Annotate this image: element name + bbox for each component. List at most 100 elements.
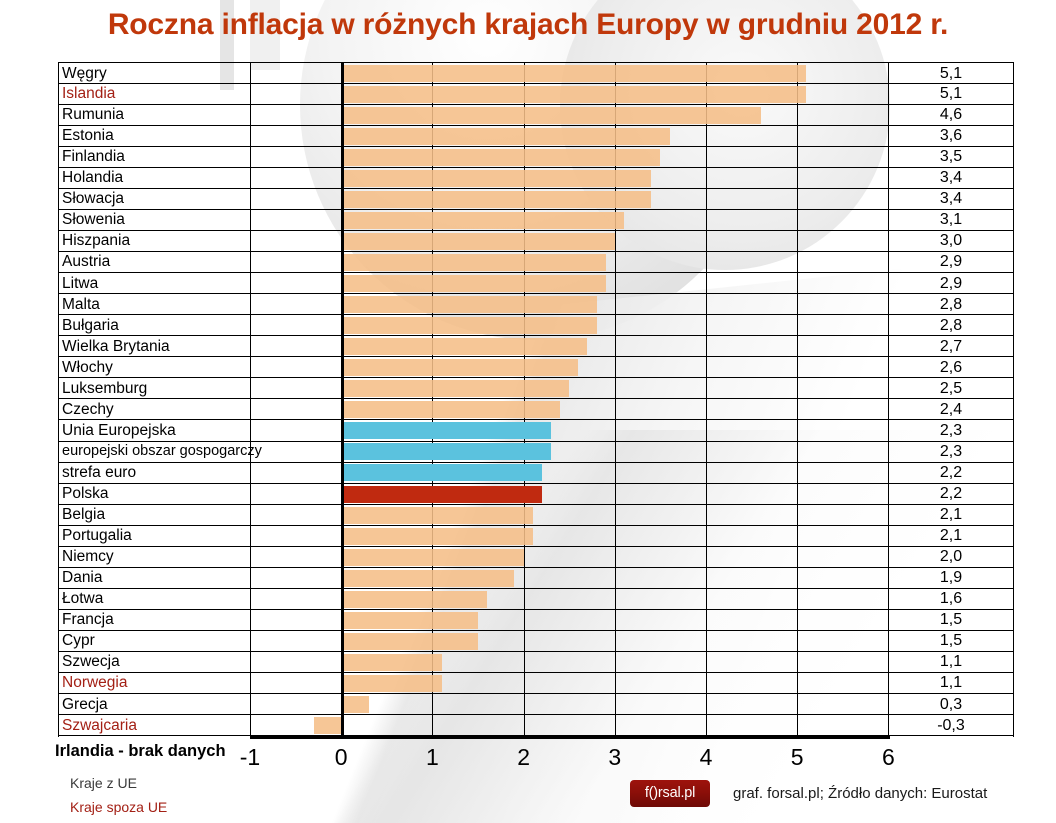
value-label: 3,4 — [939, 169, 963, 187]
country-label: Belgia — [62, 506, 106, 524]
forsal-logo-text: f()rsal.pl — [644, 785, 696, 801]
legend-item-eu: Kraje z UE — [70, 775, 137, 791]
value-column-separator — [888, 62, 889, 737]
value-label: 2,7 — [939, 337, 963, 355]
bar-default — [341, 611, 478, 629]
forsal-logo[interactable]: f()rsal.pl — [630, 780, 710, 807]
value-label: 5,1 — [939, 85, 963, 103]
country-label: Holandia — [62, 169, 124, 187]
country-label: Austria — [62, 253, 111, 271]
bar-default — [341, 359, 579, 377]
country-label: Szwajcaria — [62, 716, 137, 734]
country-label: Rumunia — [62, 106, 125, 124]
country-label: Cypr — [62, 632, 95, 650]
value-label: 3,5 — [939, 148, 963, 166]
source-credit: graf. forsal.pl; Źródło danych: Eurostat — [733, 785, 988, 802]
value-label: 2,1 — [939, 527, 963, 545]
value-label: 1,9 — [939, 569, 963, 587]
bar-default — [341, 106, 761, 124]
bar-default — [341, 569, 515, 587]
bar-default — [341, 674, 442, 692]
bar-default — [341, 148, 661, 166]
bar-chart: Węgry 5,1 Islandia 5,1 Rumunia 4,6 Estonia 3,6 F… — [58, 62, 1014, 770]
bar-default — [341, 653, 442, 671]
country-label: Estonia — [62, 127, 114, 145]
bar-blue — [341, 443, 551, 461]
gridline-5 — [797, 62, 799, 737]
bar-default — [341, 211, 624, 229]
x-tick-label: 5 — [790, 744, 804, 770]
value-label: 1,1 — [939, 653, 963, 671]
value-label: 2,8 — [939, 295, 963, 313]
value-label: 2,6 — [939, 358, 963, 376]
bar-blue — [341, 422, 551, 440]
x-tick-label: 0 — [334, 744, 348, 770]
no-data-note: Irlandia - brak danych — [55, 742, 226, 760]
x-tick-label: 1 — [425, 744, 439, 770]
bar-default — [341, 275, 606, 292]
gridline-4 — [706, 62, 707, 737]
country-label: Unia Europejska — [62, 421, 176, 439]
bar-blue — [341, 464, 542, 482]
country-label: Szwecja — [62, 653, 120, 671]
country-label: Słowenia — [62, 211, 125, 229]
bar-default — [341, 590, 488, 608]
chart-title: Roczna inflacja w różnych krajach Europy… — [107, 8, 949, 41]
gridline-0 — [341, 62, 345, 737]
country-label: Malta — [62, 295, 100, 313]
country-label: strefa euro — [62, 463, 137, 481]
bar-default — [341, 317, 597, 335]
bar-default — [341, 232, 615, 250]
value-label: 2,2 — [939, 463, 963, 481]
bar-default — [341, 127, 670, 145]
bar-red — [341, 485, 542, 503]
value-label: 2,2 — [939, 485, 963, 502]
value-label: 1,1 — [939, 674, 963, 692]
value-label: 1,6 — [939, 590, 963, 608]
country-label: Węgry — [62, 65, 107, 82]
value-label: 4,6 — [939, 106, 963, 124]
country-label: Łotwa — [62, 590, 104, 608]
bar-default — [341, 696, 369, 713]
value-label: 1,5 — [939, 611, 963, 629]
country-label: Litwa — [62, 274, 99, 292]
country-label: Czechy — [62, 400, 114, 418]
bar-default — [341, 527, 533, 545]
frame-line-left — [58, 62, 59, 737]
value-label: 2,8 — [939, 316, 963, 334]
bar-default — [341, 506, 533, 524]
country-label: Norwegia — [62, 674, 128, 692]
country-label: Bułgaria — [62, 316, 119, 334]
bar-default — [341, 253, 606, 271]
value-label: 3,1 — [939, 211, 963, 229]
bar-default — [341, 548, 524, 566]
country-label: Polska — [62, 485, 109, 502]
value-label: 0,3 — [939, 695, 963, 713]
value-label: 2,3 — [939, 442, 963, 460]
country-label: europejski obszar gospogarczy — [62, 442, 262, 459]
value-label: 5,1 — [939, 65, 963, 82]
value-label: 2,5 — [939, 379, 963, 397]
bar-default — [341, 190, 652, 208]
country-label: Niemcy — [62, 548, 114, 566]
country-label: Francja — [62, 611, 114, 629]
bar-default — [341, 64, 807, 82]
country-label: Dania — [62, 569, 103, 587]
value-label: 2,9 — [939, 274, 963, 292]
bar-default — [341, 380, 570, 398]
bar-default — [341, 632, 478, 650]
bar-default — [341, 296, 597, 314]
country-label: Portugalia — [62, 527, 132, 545]
country-label: Słowacja — [62, 190, 125, 208]
x-tick-label: 4 — [699, 744, 713, 770]
x-tick-label: -1 — [239, 744, 261, 770]
value-label: 2,1 — [939, 506, 963, 524]
x-axis-line — [250, 735, 890, 739]
country-label: Luksemburg — [62, 379, 148, 397]
value-label: 2,9 — [939, 253, 963, 271]
x-tick-label: 2 — [517, 744, 530, 770]
country-label: Finlandia — [62, 148, 125, 166]
country-label: Grecja — [62, 695, 108, 713]
country-label: Wielka Brytania — [62, 337, 170, 355]
frame-line-right — [1013, 62, 1014, 737]
